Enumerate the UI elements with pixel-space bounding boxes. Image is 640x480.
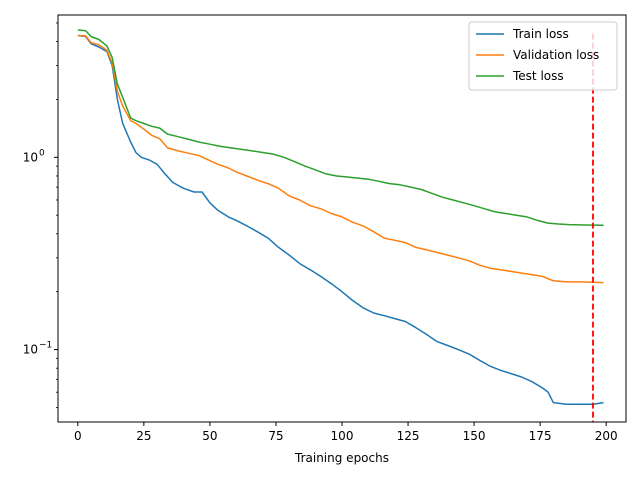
y-tick-label: 10 bbox=[23, 150, 38, 164]
x-tick-label: 125 bbox=[397, 429, 420, 443]
x-axis-ticks: 0 25 50 75 100 125 150 175 200 bbox=[74, 422, 618, 443]
x-axis-label: Training epochs bbox=[294, 451, 389, 465]
legend-label: Validation loss bbox=[513, 48, 599, 62]
y-tick-exponent: −1 bbox=[39, 341, 52, 351]
legend-label: Train loss bbox=[512, 27, 569, 41]
x-tick-label: 100 bbox=[331, 429, 354, 443]
x-tick-label: 150 bbox=[463, 429, 486, 443]
series-line-validation-loss bbox=[77, 34, 604, 284]
x-tick-label: 175 bbox=[529, 429, 552, 443]
x-tick-label: 50 bbox=[202, 429, 217, 443]
y-tick-label: 10 bbox=[23, 343, 38, 357]
x-tick-label: 200 bbox=[595, 429, 618, 443]
series-line-test-loss bbox=[77, 29, 604, 227]
series-line-train-loss bbox=[77, 34, 604, 405]
x-tick-label: 75 bbox=[268, 429, 283, 443]
series-lines bbox=[77, 29, 604, 405]
legend-box bbox=[468, 21, 618, 91]
legend-label: Test loss bbox=[512, 69, 564, 83]
x-tick-label: 25 bbox=[136, 429, 151, 443]
legend: Train loss Validation loss Test loss bbox=[468, 21, 618, 91]
x-tick-label: 0 bbox=[74, 429, 82, 443]
legend-items: Train loss Validation loss Test loss bbox=[476, 27, 599, 83]
y-tick-exponent: 0 bbox=[39, 148, 45, 158]
